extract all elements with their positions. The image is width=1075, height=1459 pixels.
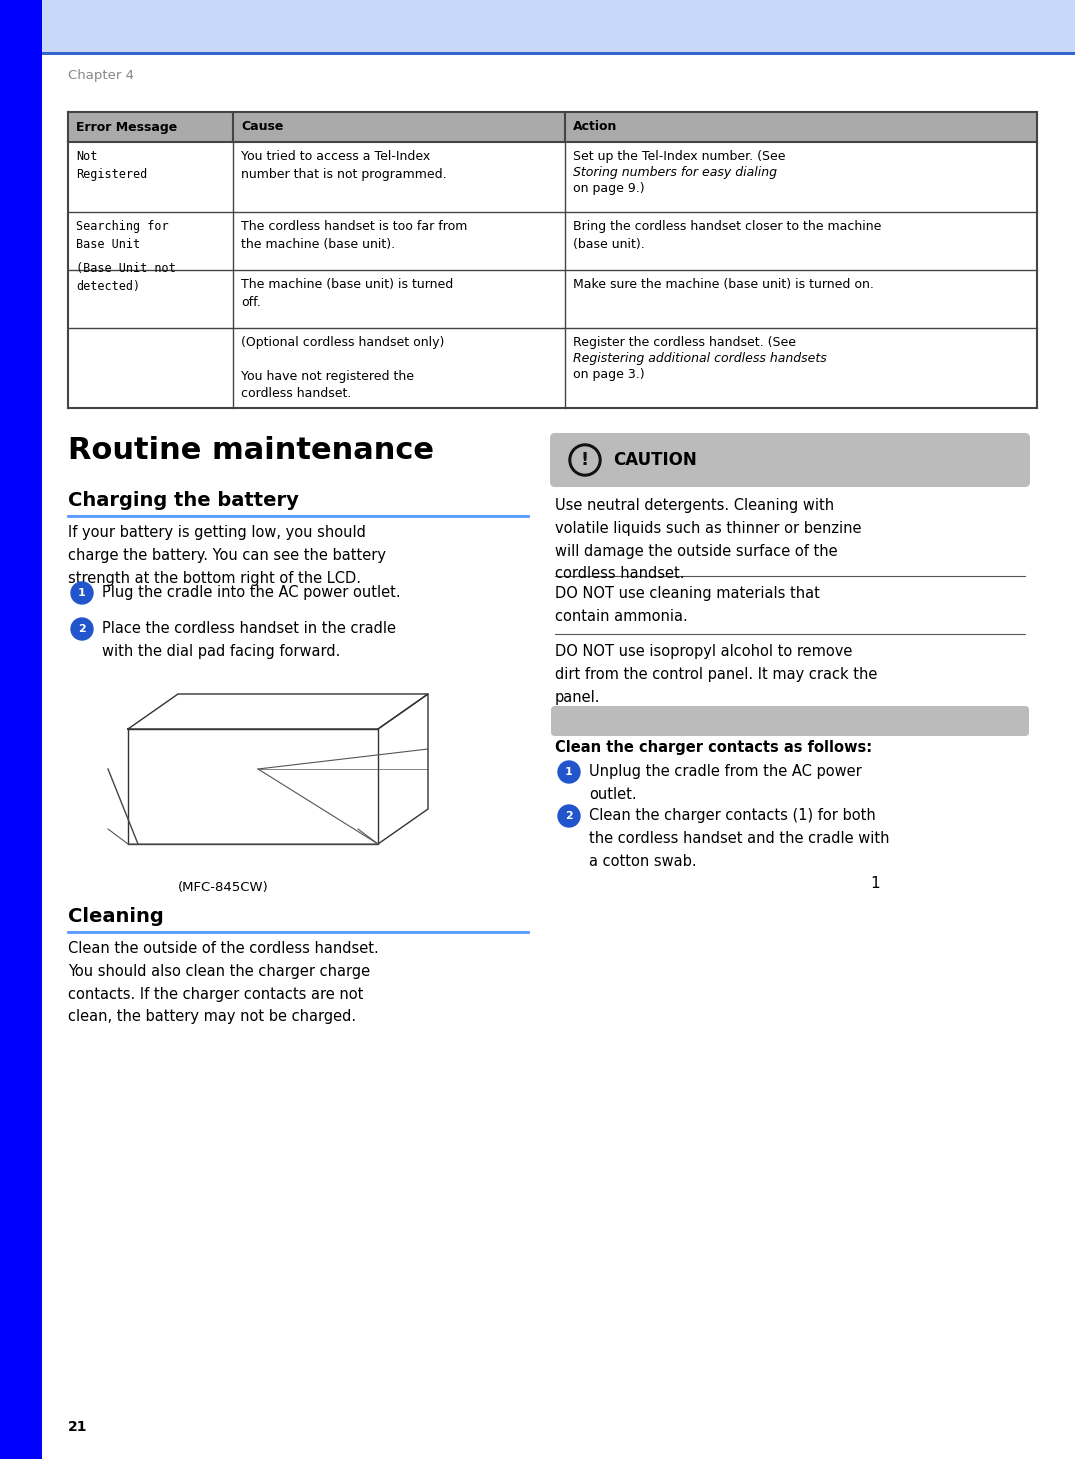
Bar xyxy=(0,0,1075,53)
Circle shape xyxy=(558,762,581,783)
Text: Action: Action xyxy=(573,121,617,134)
Text: Use neutral detergents. Cleaning with
volatile liquids such as thinner or benzin: Use neutral detergents. Cleaning with vo… xyxy=(555,498,861,581)
Text: Storing numbers for easy dialing: Storing numbers for easy dialing xyxy=(573,166,777,179)
Text: Error Message: Error Message xyxy=(76,121,177,134)
FancyBboxPatch shape xyxy=(550,433,1030,487)
Text: DO NOT use cleaning materials that
contain ammonia.: DO NOT use cleaning materials that conta… xyxy=(555,587,820,624)
Bar xyxy=(42,53,1075,54)
Circle shape xyxy=(71,619,94,641)
Text: 1: 1 xyxy=(78,588,86,598)
Text: CAUTION: CAUTION xyxy=(613,451,697,468)
Text: on page 9.): on page 9.) xyxy=(573,182,645,196)
Text: Routine maintenance: Routine maintenance xyxy=(68,436,434,465)
Text: Make sure the machine (base unit) is turned on.: Make sure the machine (base unit) is tur… xyxy=(573,279,874,290)
Text: Charging the battery: Charging the battery xyxy=(68,492,299,511)
Text: 2: 2 xyxy=(565,811,573,821)
Text: Clean the charger contacts (1) for both
the cordless handset and the cradle with: Clean the charger contacts (1) for both … xyxy=(589,808,889,868)
FancyBboxPatch shape xyxy=(551,706,1029,735)
Circle shape xyxy=(71,582,94,604)
Text: Place the cordless handset in the cradle
with the dial pad facing forward.: Place the cordless handset in the cradle… xyxy=(102,622,396,659)
Text: 21: 21 xyxy=(68,1420,87,1434)
Text: Clean the outside of the cordless handset.
You should also clean the charger cha: Clean the outside of the cordless handse… xyxy=(68,941,378,1024)
Text: Cause: Cause xyxy=(241,121,284,134)
Text: (Base Unit not
detected): (Base Unit not detected) xyxy=(76,263,175,293)
Text: If your battery is getting low, you should
charge the battery. You can see the b: If your battery is getting low, you shou… xyxy=(68,525,386,585)
Text: Registering additional cordless handsets: Registering additional cordless handsets xyxy=(573,352,827,365)
Bar xyxy=(0,0,42,1459)
Text: Plug the cradle into the AC power outlet.: Plug the cradle into the AC power outlet… xyxy=(102,585,401,600)
Text: on page 3.): on page 3.) xyxy=(573,368,645,381)
Circle shape xyxy=(569,444,601,476)
Text: Unplug the cradle from the AC power
outlet.: Unplug the cradle from the AC power outl… xyxy=(589,765,862,802)
Text: Chapter 4: Chapter 4 xyxy=(68,69,134,82)
Text: (MFC-845CW): (MFC-845CW) xyxy=(177,881,269,894)
Circle shape xyxy=(558,805,581,827)
Text: The machine (base unit) is turned
off.: The machine (base unit) is turned off. xyxy=(241,279,454,309)
Text: 2: 2 xyxy=(78,624,86,635)
Text: You tried to access a Tel-Index
number that is not programmed.: You tried to access a Tel-Index number t… xyxy=(241,150,446,181)
Bar xyxy=(68,112,1037,142)
Circle shape xyxy=(572,446,598,473)
Text: 1: 1 xyxy=(565,767,573,778)
Text: Bring the cordless handset closer to the machine
(base unit).: Bring the cordless handset closer to the… xyxy=(573,220,882,251)
Text: Cleaning: Cleaning xyxy=(68,907,163,926)
Text: Register the cordless handset. (See: Register the cordless handset. (See xyxy=(573,336,800,349)
Text: 1: 1 xyxy=(870,875,879,891)
Text: (Optional cordless handset only)

You have not registered the
cordless handset.: (Optional cordless handset only) You hav… xyxy=(241,336,444,400)
Text: Searching for
Base Unit: Searching for Base Unit xyxy=(76,220,169,251)
Text: !: ! xyxy=(580,451,589,468)
Text: Clean the charger contacts as follows:: Clean the charger contacts as follows: xyxy=(555,740,872,754)
Text: The cordless handset is too far from
the machine (base unit).: The cordless handset is too far from the… xyxy=(241,220,468,251)
Text: DO NOT use isopropyl alcohol to remove
dirt from the control panel. It may crack: DO NOT use isopropyl alcohol to remove d… xyxy=(555,643,877,705)
Text: Not
Registered: Not Registered xyxy=(76,150,147,181)
Text: Set up the Tel-Index number. (See: Set up the Tel-Index number. (See xyxy=(573,150,789,163)
